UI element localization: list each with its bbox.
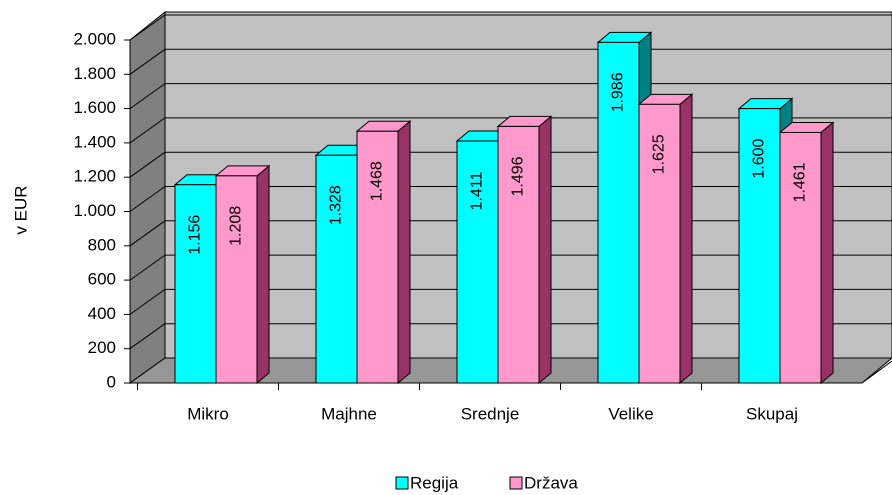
y-tick-label: 0: [107, 372, 116, 391]
value-label: 1.328: [328, 185, 345, 225]
grid-line: [129, 14, 166, 41]
legend-swatch: [395, 476, 409, 490]
bar: [356, 130, 399, 384]
value-label: 1.208: [228, 206, 245, 246]
grid-line: [129, 323, 166, 350]
grid-line: [129, 83, 166, 110]
grid-line: [129, 151, 166, 178]
bar: [215, 175, 258, 384]
bar-side: [397, 120, 411, 385]
bar: [738, 108, 781, 384]
y-tick-label: 1.600: [73, 98, 116, 117]
y-tick-label: 1.400: [73, 132, 116, 151]
x-tick-label: Srednje: [461, 404, 520, 423]
bar: [597, 41, 640, 384]
legend-swatch: [509, 476, 523, 490]
legend-label: Regija: [410, 473, 459, 492]
value-label: 1.496: [510, 156, 527, 196]
x-tick-label: Mikro: [187, 404, 229, 423]
bar: [315, 154, 358, 384]
value-label: 1.625: [651, 134, 668, 174]
value-label: 1.411: [469, 171, 486, 210]
bar: [497, 125, 540, 384]
legend-label: Država: [524, 473, 578, 492]
grid-line: [129, 288, 166, 315]
y-tick-label: 1.000: [73, 201, 116, 220]
bar-side: [538, 115, 552, 385]
value-label: 1.461: [792, 162, 809, 202]
bar-side: [679, 93, 693, 385]
value-label: 1.468: [369, 161, 386, 201]
bar-side: [256, 164, 270, 385]
x-axis: [861, 360, 892, 384]
x-tick-label: Velike: [608, 404, 653, 423]
y-tick-label: 400: [88, 304, 116, 323]
grid-line: [129, 220, 166, 247]
bar: [456, 140, 499, 384]
y-tick-label: 800: [88, 235, 116, 254]
y-tick-label: 1.200: [73, 167, 116, 186]
grid-line: [129, 254, 166, 281]
grid-line: [129, 117, 166, 144]
grid-line: [129, 48, 166, 75]
x-tick-label: Skupaj: [746, 404, 798, 423]
y-axis-label: v EUR: [11, 185, 30, 234]
value-label: 1.600: [751, 138, 768, 178]
x-tick-label: Majhne: [321, 404, 377, 423]
y-tick-label: 600: [88, 270, 116, 289]
bar: [174, 184, 217, 384]
bar: [779, 131, 822, 384]
value-label: 1.156: [187, 215, 204, 255]
y-tick-label: 1.800: [73, 64, 116, 83]
y-tick-label: 2.000: [73, 29, 116, 48]
y-tick-label: 200: [88, 338, 116, 357]
bar-side: [820, 121, 834, 385]
value-label: 1.986: [610, 72, 627, 112]
grid-line: [129, 186, 166, 212]
bar: [638, 103, 681, 384]
